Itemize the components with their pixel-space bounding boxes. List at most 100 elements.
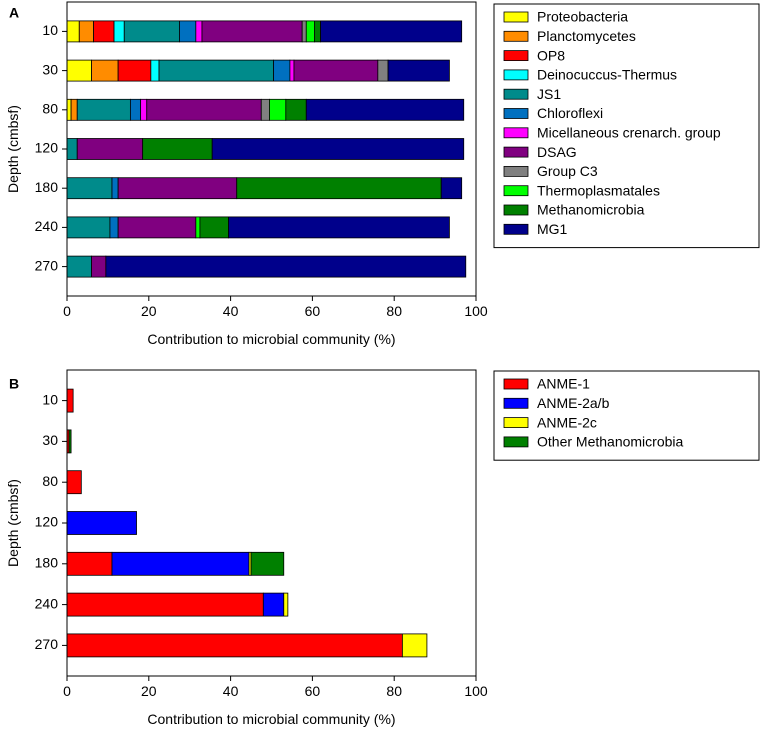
y-axis-title: Depth (cmbsf) [5,105,21,193]
panel-label: B [9,376,19,392]
bar-segment-a-120-4 [66,138,78,160]
legend-swatch [503,378,529,390]
bar-segment-a-10-6 [195,20,203,43]
bar-segment-a-30-2 [117,59,152,82]
legend-label: ANME-2a/b [537,395,610,411]
bar-segment-a-80-9 [269,98,287,121]
bar-segment-a-240-4 [66,216,111,239]
bar-segment-a-80-11 [305,98,465,121]
bar-segment-a-270-7 [91,255,107,278]
legend-swatch [503,30,529,42]
y-tick-label: 30 [42,61,58,77]
bar-segment-a-30-5 [273,59,291,82]
legend-label: Chloroflexi [537,105,603,121]
bar-segment-a-10-2 [93,20,115,43]
bar-segment-a-10-8 [301,20,307,43]
legend-swatch [503,397,529,409]
panel-label: A [9,5,19,21]
legend-label: DSAG [537,144,577,160]
x-tick-label: 60 [305,683,321,699]
bar-segment-a-120-11 [211,138,465,160]
bar-segment-a-240-9 [195,216,201,239]
x-axis-title: Contribution to microbial community (%) [147,711,395,727]
panel-b: B 0 20 40 60 80 100 10 30 80 120 180 240 270 Contribut… [5,369,760,727]
bar-segment-a-30-7 [293,59,379,82]
bar-segment-b-270-2 [401,633,428,658]
bar-segment-a-30-4 [158,59,274,82]
y-tick-label: 80 [42,473,58,489]
x-tick-label: 20 [141,303,157,319]
legend-swatch [503,223,529,235]
y-tick-label: 270 [35,636,59,652]
bar-segment-a-240-11 [228,216,450,239]
bar-segment-a-80-4 [76,98,131,121]
x-tick-label: 40 [223,683,239,699]
y-tick-label: 10 [42,391,58,407]
legend-swatch [503,146,529,158]
legend-label: Planctomycetes [537,28,636,44]
legend-label: Micellaneous crenarch. group [537,125,721,141]
bar-segment-a-80-8 [260,98,270,121]
legend-label: OP8 [537,47,565,63]
bar-segment-a-240-5 [109,216,119,239]
legend-swatch [503,88,529,100]
bar-segment-a-80-0 [66,98,72,121]
y-tick-label: 120 [35,514,59,530]
legend-label: MG1 [537,221,568,237]
bar-segment-a-30-0 [66,59,92,82]
legend-swatch [503,417,529,429]
bar-segment-b-120-1 [66,511,137,535]
bars [66,388,428,658]
x-tick-label: 20 [141,683,157,699]
legend-label: JS1 [537,86,561,102]
legend-swatch [503,185,529,197]
x-tick-label: 80 [386,303,402,319]
legend-label: Thermoplasmatales [537,182,660,198]
legend-swatch [503,165,529,177]
legend-swatch [503,436,529,448]
x-tick-label: 0 [63,683,71,699]
legend: ANME-1 ANME-2a/b ANME-2c Other Methanomicro… [493,370,760,461]
bar-segment-a-30-1 [91,59,119,82]
bar-segment-b-240-2 [283,592,289,617]
bars [66,20,467,278]
legend-box [493,3,760,249]
x-tick-label: 40 [223,303,239,319]
y-tick-label: 30 [42,432,58,448]
legend-box [493,370,760,461]
legend-swatch [503,50,529,61]
bar-segment-a-180-4 [66,177,113,200]
legend-label: ANME-2c [537,414,597,430]
bar-segment-a-10-3 [113,20,125,43]
x-tick-label: 80 [386,683,402,699]
legend-label: Deinocuccus-Thermus [537,67,677,83]
bar-segment-b-180-1 [111,551,250,576]
bar-segment-a-180-11 [440,177,463,200]
bar-segment-a-80-7 [146,98,262,121]
bar-segment-a-10-0 [66,20,80,43]
legend: Proteobacteria Planctomycetes OP8 Deinocucc… [493,3,760,249]
legend-label: Group C3 [537,163,598,179]
legend-label: Methanomicrobia [537,202,645,218]
x-tick-label: 100 [464,303,488,319]
legend-swatch [503,204,529,216]
legend-label: Other Methanomicrobia [537,434,684,450]
bar-segment-a-270-11 [105,255,467,278]
legend-label: Proteobacteria [537,9,628,25]
bar-segment-a-10-5 [179,20,197,43]
bar-segment-a-80-10 [285,98,307,121]
legend-swatch [503,11,529,23]
bar-segment-b-10-0 [66,388,74,413]
y-tick-label: 180 [35,179,59,195]
y-axis-title: Depth (cmbsf) [5,479,21,567]
bar-segment-a-180-10 [236,177,442,200]
y-tick-label: 180 [35,555,59,571]
bar-segment-a-120-7 [76,138,144,160]
bar-segment-b-240-1 [262,592,285,617]
bar-segment-a-30-3 [150,59,160,82]
legend-swatch [503,108,529,119]
bar-segment-b-240-0 [66,592,264,617]
y-tick-label: 270 [35,257,59,273]
x-axis-title: Contribution to microbial community (%) [147,331,395,347]
